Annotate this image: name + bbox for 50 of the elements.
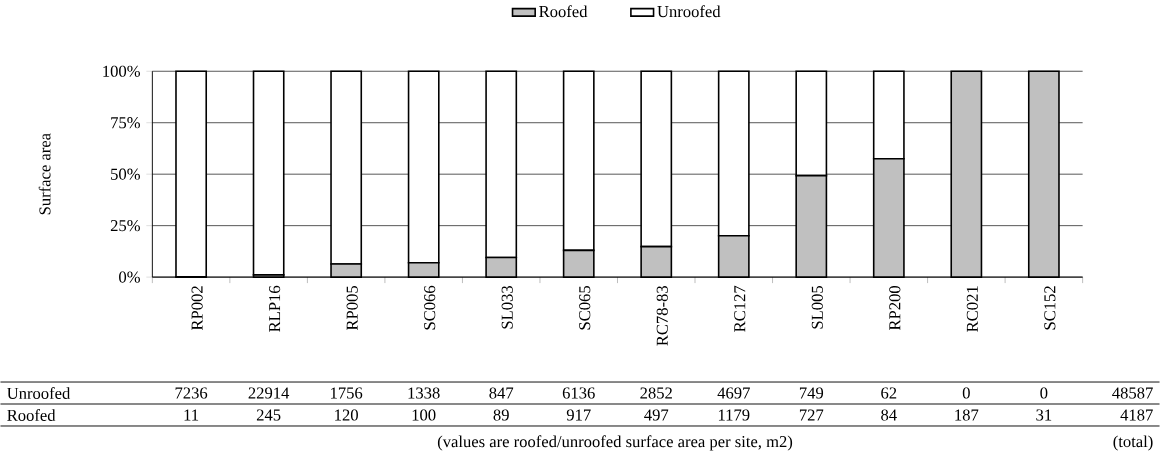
text: 245 [256,409,281,421]
text: (total) [1113,435,1153,451]
x-tick-label: RC127 [734,285,746,332]
x-tick-label: SC152 [1044,286,1056,330]
y-tick-label: 50% [111,168,140,180]
text: 1179 [718,409,750,421]
text: 22914 [248,387,290,399]
x-tick-label: RLP16 [269,285,281,332]
text: 7236 [175,387,208,399]
text: 917 [566,409,591,421]
text: 6136 [562,387,595,399]
text: 1338 [408,387,440,399]
text: 749 [799,387,824,399]
y-axis-title: Surface area [38,133,51,215]
y-tick-label: 25% [110,220,140,232]
x-tick-label: SL033 [501,286,513,329]
text: 84 [881,409,897,421]
text: 4187 [1120,409,1153,421]
text: 100 [412,409,436,421]
legend-label: Unroofed [657,5,721,18]
legend-label: Roofed [539,5,588,18]
x-tick-label: RP200 [889,286,901,331]
text: 497 [644,409,669,421]
y-tick-label: 75% [111,117,140,129]
text: 4697 [717,387,750,399]
y-tick-label: 0% [119,271,140,283]
text: (values are roofed/unroofed surface area per site, m2) [437,435,793,451]
text: 2852 [640,387,672,399]
text: Unroofed [7,387,71,399]
x-tick-label: SL005 [811,286,823,329]
text: 727 [799,409,824,421]
text: 11 [184,409,199,421]
x-tick-label: SC066 [424,285,436,330]
x-tick-label: RP002 [191,286,203,331]
y-tick-label: 100% [103,65,140,77]
text: 187 [955,409,979,421]
text: 48587 [1112,387,1153,399]
x-tick-label: SC065 [579,286,591,330]
x-tick-label: RC021 [966,286,978,332]
text: 1756 [331,387,363,399]
text: 89 [493,409,509,421]
text: 62 [881,387,897,399]
x-tick-label: RC78-83 [656,286,668,346]
text: 31 [1036,409,1052,421]
x-tick-label: RP005 [346,286,358,331]
text: Roofed [7,409,56,421]
text: 0 [962,387,970,399]
text: 847 [489,387,514,399]
text: 120 [335,409,358,421]
text: 0 [1040,387,1048,399]
